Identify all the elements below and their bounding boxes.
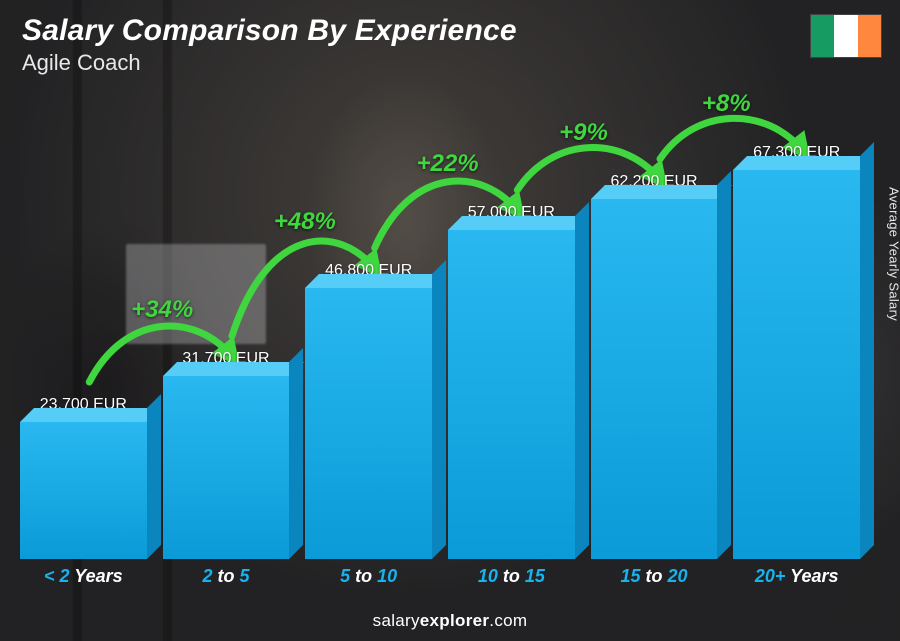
bar — [733, 170, 860, 559]
flag-stripe — [834, 15, 857, 57]
x-axis-label: 20+ Years — [733, 566, 860, 587]
growth-pct-label: +9% — [559, 119, 608, 147]
x-axis-label: 2 to 5 — [163, 566, 290, 587]
y-axis-label: Average Yearly Salary — [887, 187, 900, 321]
chart-subtitle: Agile Coach — [22, 50, 517, 76]
ireland-flag-icon — [810, 14, 882, 58]
bar — [305, 288, 432, 559]
bar-slot: 46,800 EUR — [305, 110, 432, 559]
growth-pct-label: +34% — [131, 296, 193, 324]
salary-bar-chart: 23,700 EUR31,700 EUR46,800 EUR57,000 EUR… — [20, 110, 860, 587]
bar — [448, 230, 575, 559]
bar-slot: 31,700 EUR — [163, 110, 290, 559]
x-axis-label: 5 to 10 — [305, 566, 432, 587]
x-axis-label: < 2 Years — [20, 566, 147, 587]
brand-prefix: salary — [373, 611, 420, 630]
header: Salary Comparison By Experience Agile Co… — [22, 14, 517, 76]
brand-bold: explorer — [420, 611, 490, 630]
flag-stripe — [811, 15, 834, 57]
flag-stripe — [858, 15, 881, 57]
growth-pct-label: +22% — [417, 150, 479, 178]
growth-pct-label: +48% — [274, 208, 336, 236]
bar-slot: 62,200 EUR — [591, 110, 718, 559]
bar-slot: 23,700 EUR — [20, 110, 147, 559]
bar-slot: 67,300 EUR — [733, 110, 860, 559]
chart-title: Salary Comparison By Experience — [22, 14, 517, 48]
brand-suffix: .com — [489, 611, 527, 630]
footer-brand: salaryexplorer.com — [0, 611, 900, 631]
growth-pct-label: +8% — [702, 90, 751, 118]
bar — [591, 199, 718, 559]
x-axis-label: 15 to 20 — [591, 566, 718, 587]
x-axis-label: 10 to 15 — [448, 566, 575, 587]
x-axis-labels: < 2 Years 2 to 5 5 to 10 10 to 15 15 to 20 20… — [20, 566, 860, 587]
bar — [163, 376, 290, 559]
bar — [20, 422, 147, 559]
